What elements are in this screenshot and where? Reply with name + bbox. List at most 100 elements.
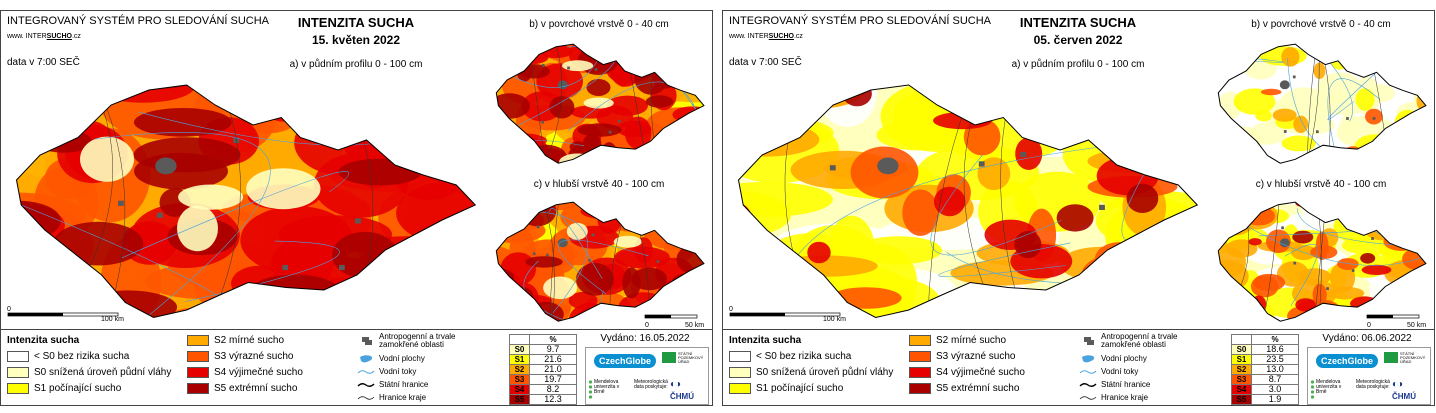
- legend-class-s5: S5 extrémní sucho: [909, 383, 1019, 394]
- map-b-surface-layer: [495, 43, 705, 164]
- river-icon: [1079, 370, 1097, 374]
- czechglobe-logo: CzechGlobe: [1316, 354, 1379, 368]
- szu-logo-text: STÁTNÍ POZEMKOVÝ ÚŘAD: [1400, 351, 1426, 364]
- legend-class-s4: S4 výjimečné sucho: [909, 367, 1025, 378]
- table-row: S1 21.6: [509, 354, 577, 365]
- legend-symbol-state-border: Státní hranice: [357, 380, 428, 390]
- state-border-icon: [1079, 383, 1097, 387]
- water-body-icon: [1082, 355, 1095, 363]
- drought-map-panel-june: INTEGROVANÝ SYSTÉM PRO SLEDOVÁNÍ SUCHA w…: [722, 10, 1435, 406]
- state-border: [737, 84, 1199, 319]
- swatch-none: [729, 351, 751, 362]
- river-icon: [357, 370, 375, 374]
- legend-class-s2: S2 mírné sucho: [909, 335, 1006, 346]
- scale-bar-main: 0 100 km: [729, 306, 846, 323]
- chmu-logo-text: ČHMÚ: [1392, 392, 1416, 401]
- urban-area-icon: [1084, 337, 1094, 346]
- legend-title: Intenzita sucha: [7, 335, 80, 346]
- legend-class-none: < S0 bez rizika sucha: [729, 351, 851, 362]
- mendel-logo-icon: [1310, 380, 1315, 399]
- swatch-s1: [7, 383, 29, 394]
- legend: Intenzita sucha < S0 bez rizika sucha S0…: [723, 329, 1434, 405]
- urban-area-icon: [362, 337, 372, 346]
- map-c-deep-layer: [1217, 201, 1427, 322]
- water-body-icon: [360, 355, 373, 363]
- time-note: data v 7:00 SEČ: [729, 57, 802, 68]
- map-c-label: c) v hlubší vrstvě 40 - 100 cm: [1255, 179, 1387, 190]
- legend-class-s3: S3 výrazné sucho: [909, 351, 1016, 362]
- table-row: S5 12.3: [509, 394, 577, 405]
- table-row: S4 3.0: [1231, 384, 1299, 395]
- svg-text:50 km: 50 km: [685, 322, 704, 329]
- state-border: [495, 43, 705, 164]
- legend-class-s4: S4 výjimečné sucho: [187, 367, 303, 378]
- map-b-label: b) v povrchové vrstvě 0 - 40 cm: [529, 19, 669, 30]
- swatch-s0: [7, 367, 29, 378]
- issued-date: Vydáno: 16.05.2022: [600, 333, 690, 344]
- legend-symbol-region-border: Hranice kraje: [357, 393, 426, 403]
- legend-symbol-region-border: Hranice kraje: [1079, 393, 1148, 403]
- map-date: 15. květen 2022: [311, 33, 401, 47]
- table-row: S3 19.7: [509, 374, 577, 385]
- class-percentage-table: % S0 18.6 S1 23.5 S2 13.0 S3 8.7 S4 3.0 S5 1.9: [1231, 334, 1299, 405]
- table-row: S0 18.6: [1231, 344, 1299, 355]
- table-row: S4 8.2: [509, 384, 577, 395]
- meteo-data-note: Meteorologická data poskytuje:: [1356, 379, 1390, 390]
- legend-symbol-state-border: Státní hranice: [1079, 380, 1150, 390]
- legend-symbol-urban: Antropogenní a trvale zamokřené oblasti: [1079, 332, 1201, 350]
- state-border: [15, 84, 477, 319]
- table-row: S1 23.5: [1231, 354, 1299, 365]
- table-row: S2 21.0: [509, 364, 577, 375]
- scale-bar-small: 0 50 km: [644, 314, 704, 329]
- map-a-soil-profile: [15, 84, 477, 319]
- legend-class-s1: S1 počínající sucho: [729, 383, 843, 394]
- swatch-s5: [909, 383, 931, 394]
- state-border-icon: [357, 383, 375, 387]
- table-row: S2 13.0: [1231, 364, 1299, 375]
- czechglobe-logo: CzechGlobe: [594, 354, 657, 368]
- scale-bar-small: 0 50 km: [1366, 314, 1426, 329]
- map-a-soil-profile: [737, 84, 1199, 319]
- table-row: S3 8.7: [1231, 374, 1299, 385]
- szu-logo-icon: [662, 352, 676, 363]
- legend-title: Intenzita sucha: [729, 335, 802, 346]
- table-row: S5 1.9: [1231, 394, 1299, 405]
- map-b-surface-layer: [1217, 43, 1427, 164]
- legend-class-s2: S2 mírné sucho: [187, 335, 284, 346]
- partner-logos: CzechGlobe STÁTNÍ POZEMKOVÝ ÚŘAD Mendelo…: [1307, 347, 1431, 405]
- legend-class-s1: S1 počínající sucho: [7, 383, 121, 394]
- svg-text:0: 0: [645, 322, 649, 329]
- swatch-s1: [729, 383, 751, 394]
- legend-symbol-river: Vodní toky: [1079, 367, 1138, 377]
- region-border-icon: [357, 396, 375, 400]
- swatch-s0: [729, 367, 751, 378]
- svg-text:50 km: 50 km: [1407, 322, 1426, 329]
- legend-symbol-urban: Antropogenní a trvale zamokřené oblasti: [357, 332, 479, 350]
- time-note: data v 7:00 SEČ: [7, 57, 80, 68]
- svg-text:100 km: 100 km: [101, 316, 124, 323]
- swatch-s5: [187, 383, 209, 394]
- swatch-s4: [187, 367, 209, 378]
- table-row: S0 9.7: [509, 344, 577, 355]
- state-border: [1217, 201, 1427, 322]
- legend-class-none: < S0 bez rizika sucha: [7, 351, 129, 362]
- mendel-logo-text: Mendelova univerzita v Brně: [594, 379, 620, 395]
- map-c-label: c) v hlubší vrstvě 40 - 100 cm: [533, 179, 665, 190]
- svg-text:0: 0: [1367, 322, 1371, 329]
- szu-logo-text: STÁTNÍ POZEMKOVÝ ÚŘAD: [678, 351, 704, 364]
- legend-class-s5: S5 extrémní sucho: [187, 383, 297, 394]
- website-link[interactable]: www. INTERSUCHO.cz: [729, 33, 803, 40]
- mendel-logo-text: Mendelova univerzita v Brně: [1316, 379, 1342, 395]
- chmu-logo-icon: ◐◑: [670, 379, 681, 390]
- map-a-label: a) v půdním profilu 0 - 100 cm: [1011, 59, 1145, 70]
- class-percentage-table: % S0 9.7 S1 21.6 S2 21.0 S3 19.7 S4 8.2 S5 12.…: [509, 334, 577, 405]
- map-a-label: a) v půdním profilu 0 - 100 cm: [289, 59, 423, 70]
- website-link[interactable]: www. INTERSUCHO.cz: [7, 33, 81, 40]
- region-border-icon: [1079, 396, 1097, 400]
- legend-symbol-water: Vodní plochy: [1079, 354, 1147, 364]
- main-title: INTENZITA SUCHA: [1019, 15, 1137, 30]
- chmu-logo-icon: ◐◑: [1392, 379, 1403, 390]
- legend-symbol-water: Vodní plochy: [357, 354, 425, 364]
- legend-symbol-river: Vodní toky: [357, 367, 416, 377]
- swatch-s3: [909, 351, 931, 362]
